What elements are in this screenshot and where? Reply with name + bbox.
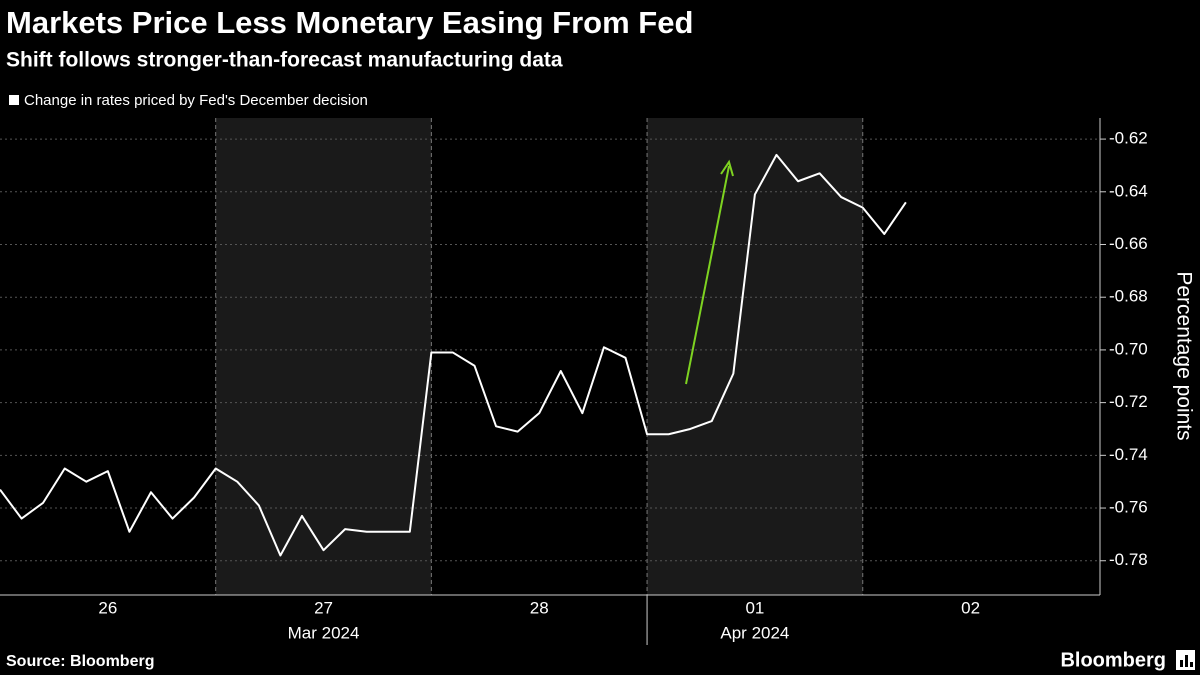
series-line bbox=[0, 153, 907, 557]
chart-title: Markets Price Less Monetary Easing From … bbox=[6, 5, 693, 40]
y-tick-label: -0.66 bbox=[1109, 234, 1148, 253]
brand-icon-bar bbox=[1185, 655, 1188, 667]
legend-label: Change in rates priced by Fed's December… bbox=[24, 92, 368, 109]
day-band bbox=[215, 118, 432, 595]
x-tick-label: 27 bbox=[314, 598, 333, 617]
y-tick-label: -0.64 bbox=[1109, 181, 1148, 200]
y-axis-title: Percentage points bbox=[1172, 271, 1195, 440]
chart-subtitle: Shift follows stronger-than-forecast man… bbox=[6, 49, 563, 72]
x-tick-label: 01 bbox=[745, 598, 764, 617]
day-band bbox=[647, 118, 863, 595]
x-tick-label: 02 bbox=[961, 598, 980, 617]
x-tick-label: 26 bbox=[98, 598, 117, 617]
y-tick-label: -0.74 bbox=[1109, 445, 1148, 464]
brand: Bloomberg bbox=[1060, 649, 1166, 671]
legend-swatch bbox=[9, 95, 19, 105]
x-tick-label: 28 bbox=[530, 598, 549, 617]
month-label: Apr 2024 bbox=[720, 623, 789, 642]
arrow-head bbox=[720, 159, 734, 177]
y-tick-label: -0.78 bbox=[1109, 550, 1148, 569]
y-tick-label: -0.72 bbox=[1109, 392, 1148, 411]
y-tick-label: -0.70 bbox=[1109, 339, 1148, 358]
y-tick-label: -0.68 bbox=[1109, 287, 1148, 306]
y-tick-label: -0.76 bbox=[1109, 498, 1148, 517]
brand-icon-bar bbox=[1190, 662, 1193, 667]
brand-icon bbox=[1176, 650, 1195, 670]
y-tick-label: -0.62 bbox=[1109, 129, 1148, 148]
source: Source: Bloomberg bbox=[6, 653, 154, 670]
arrow-shaft bbox=[685, 165, 730, 385]
brand-icon-bar bbox=[1180, 660, 1183, 667]
month-label: Mar 2024 bbox=[288, 623, 360, 642]
annotation-arrow bbox=[685, 159, 734, 385]
